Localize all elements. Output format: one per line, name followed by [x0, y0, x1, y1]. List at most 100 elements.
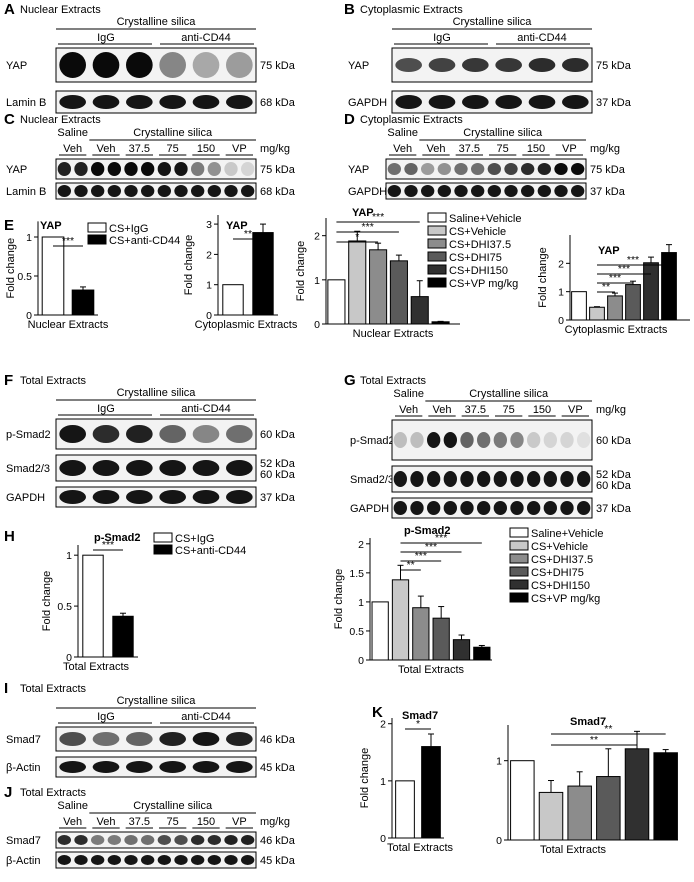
lane-label: Veh	[97, 143, 116, 155]
group-label: anti-CD44	[181, 403, 231, 415]
band	[477, 432, 491, 448]
band	[577, 432, 591, 448]
chart-title: YAP	[40, 220, 62, 232]
bar	[389, 260, 408, 325]
band	[92, 761, 120, 773]
extract-label: Nuclear Extracts	[20, 114, 101, 126]
saline-label: Saline	[387, 127, 418, 139]
band	[207, 185, 221, 197]
band	[59, 732, 86, 746]
band	[460, 432, 474, 448]
blot-strip	[55, 418, 257, 450]
band	[543, 501, 557, 515]
saline-label: Saline	[57, 127, 88, 139]
band	[393, 501, 408, 515]
row-name: β-Actin	[6, 762, 40, 774]
legend-dhi-E: Saline+VehicleCS+VehicleCS+DHI37.5CS+DHI…	[427, 212, 521, 290]
panel-label: K	[372, 704, 383, 721]
bar	[369, 249, 388, 325]
band	[141, 855, 155, 865]
band	[92, 52, 120, 78]
band	[159, 732, 187, 746]
kda-label: 60 kDa	[596, 435, 632, 447]
row-name: β-Actin	[6, 855, 40, 867]
group-label: IgG	[97, 711, 115, 723]
y-tick-label: 0	[314, 319, 320, 331]
kda-label: 37 kDa	[260, 492, 296, 504]
lane-label: VP	[232, 143, 247, 155]
band	[226, 490, 253, 504]
lane-label: Veh	[433, 404, 452, 416]
row-name: GAPDH	[348, 97, 387, 109]
band	[460, 471, 474, 487]
unit-label: mg/kg	[590, 143, 620, 155]
band	[241, 185, 255, 197]
band	[454, 163, 468, 175]
band	[57, 855, 71, 865]
band	[443, 471, 458, 487]
band	[159, 460, 187, 476]
panel-label: B	[344, 1, 355, 18]
bar	[596, 776, 621, 841]
y-tick-label: 0.5	[349, 626, 364, 638]
band	[226, 95, 253, 109]
y-tick-label: 0	[206, 310, 212, 322]
group-label: IgG	[97, 403, 115, 415]
legend-swatch	[153, 544, 173, 555]
band	[554, 163, 568, 175]
chart-5: 0 0.5 1 1.5 2 Fold change Total Extracts p-Smad…	[333, 525, 492, 676]
legend-label: CS+DHI75	[449, 252, 502, 264]
y-tick-label: 2	[358, 539, 364, 551]
lane-label: 37.5	[129, 816, 150, 828]
row-name: YAP	[348, 60, 369, 72]
group-label: anti-CD44	[181, 711, 231, 723]
band	[191, 835, 205, 845]
blot-strip	[55, 831, 257, 849]
panel-label: H	[4, 528, 15, 545]
band	[191, 855, 205, 865]
kda-label: 60 kDa	[260, 429, 296, 441]
bar	[432, 617, 450, 661]
band	[125, 732, 153, 746]
saline-label: Saline	[393, 388, 424, 400]
lane-label: 37.5	[459, 143, 480, 155]
treatment-label: Crystalline silica	[453, 16, 533, 28]
legend-swatch	[87, 234, 107, 245]
chart-title: YAP	[226, 220, 248, 232]
y-tick-label: 2	[314, 231, 320, 243]
significance-mark: ***	[362, 221, 374, 233]
row-name: GAPDH	[348, 186, 387, 198]
blot-strip	[55, 182, 257, 200]
band	[141, 835, 155, 845]
band	[92, 95, 120, 109]
band	[74, 185, 88, 197]
band	[410, 501, 424, 515]
panel-label: C	[4, 111, 15, 128]
band	[577, 501, 591, 515]
x-axis-label: Cytoplasmic Extracts	[195, 319, 298, 331]
band	[125, 52, 153, 78]
x-axis-label: Total Extracts	[398, 664, 465, 676]
lane-label: 37.5	[465, 404, 486, 416]
bar	[431, 321, 450, 325]
band	[192, 761, 220, 773]
band	[92, 490, 120, 504]
lane-label: 150	[533, 404, 551, 416]
bar	[410, 296, 429, 325]
band	[174, 185, 188, 197]
row-name: YAP	[348, 164, 369, 176]
legend-swatch	[509, 553, 529, 564]
kda-label: 60 kDa	[260, 469, 296, 481]
band	[159, 52, 187, 78]
band	[387, 163, 402, 175]
significance-mark: **	[244, 228, 252, 240]
lane-label: 150	[527, 143, 545, 155]
band	[543, 471, 557, 487]
bar	[71, 289, 95, 316]
chart-title: Smad7	[402, 710, 438, 722]
